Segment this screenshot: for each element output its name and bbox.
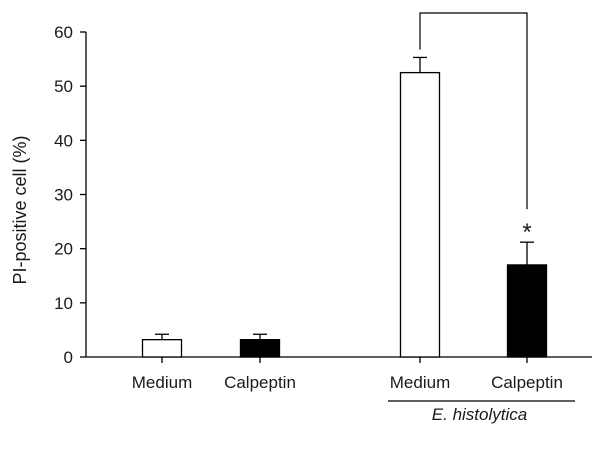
significance-asterisk: * xyxy=(522,219,531,246)
y-tick-label-3: 30 xyxy=(54,186,73,205)
y-tick-label-0: 0 xyxy=(64,348,73,367)
x-tick-label-1: Calpeptin xyxy=(224,373,296,392)
y-tick-label-4: 40 xyxy=(54,131,73,150)
y-tick-label-6: 60 xyxy=(54,23,73,42)
bars xyxy=(141,12,548,358)
y-tick-label-2: 20 xyxy=(54,240,73,259)
bar-2 xyxy=(399,71,441,358)
bar-1 xyxy=(239,339,281,358)
x-tick-label-0: Medium xyxy=(132,373,192,392)
group-label: E. histolytica xyxy=(432,405,527,424)
bar-3 xyxy=(506,264,548,358)
x-tick-label-3: Calpeptin xyxy=(491,373,563,392)
y-axis-title: PI-positive cell (%) xyxy=(10,135,30,284)
significance-bracket xyxy=(419,12,528,210)
bar-0 xyxy=(141,339,183,358)
y-tick-label-1: 10 xyxy=(54,294,73,313)
x-tick-label-2: Medium xyxy=(390,373,450,392)
y-tick-label-5: 50 xyxy=(54,77,73,96)
labels: 0 10 20 30 40 50 60 Medium Calpeptin Medium Calpep… xyxy=(54,23,563,424)
